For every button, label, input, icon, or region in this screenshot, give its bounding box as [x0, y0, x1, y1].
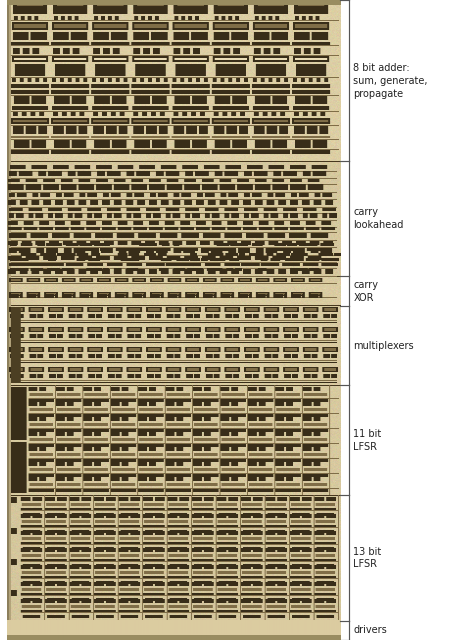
Text: multiplexers: multiplexers — [353, 340, 413, 351]
Text: 13 bit
LFSR: 13 bit LFSR — [353, 547, 381, 570]
Text: carry
lookahead: carry lookahead — [353, 207, 403, 230]
Text: drivers: drivers — [353, 625, 386, 636]
Text: 8 bit adder:
sum, generate,
propagate: 8 bit adder: sum, generate, propagate — [353, 63, 427, 99]
Text: 11 bit
LFSR: 11 bit LFSR — [353, 429, 381, 452]
Text: carry
XOR: carry XOR — [353, 280, 377, 303]
